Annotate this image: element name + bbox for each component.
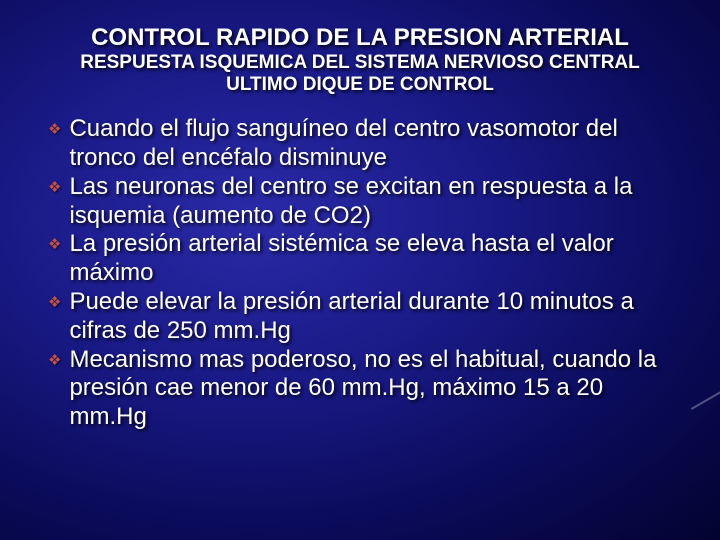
list-item: ❖ Cuando el flujo sanguíneo del centro v… <box>48 115 682 173</box>
bullet-list: ❖ Cuando el flujo sanguíneo del centro v… <box>38 115 682 432</box>
list-item: ❖ Mecanismo mas poderoso, no es el habit… <box>48 346 682 432</box>
list-item: ❖ Puede elevar la presión arterial duran… <box>48 288 682 346</box>
title-main: CONTROL RAPIDO DE LA PRESION ARTERIAL <box>38 24 682 52</box>
list-item: ❖ Las neuronas del centro se excitan en … <box>48 173 682 231</box>
list-item: ❖ La presión arterial sistémica se eleva… <box>48 230 682 288</box>
bullet-text: Cuando el flujo sanguíneo del centro vas… <box>69 115 682 173</box>
diamond-bullet-icon: ❖ <box>48 294 61 312</box>
diamond-bullet-icon: ❖ <box>48 121 61 139</box>
bullet-text: Mecanismo mas poderoso, no es el habitua… <box>69 346 682 432</box>
bullet-text: Puede elevar la presión arterial durante… <box>69 288 682 346</box>
title-sub-line1: RESPUESTA ISQUEMICA DEL SISTEMA NERVIOSO… <box>38 52 682 75</box>
bullet-text: Las neuronas del centro se excitan en re… <box>69 173 682 231</box>
slide: CONTROL RAPIDO DE LA PRESION ARTERIAL RE… <box>0 0 720 540</box>
diamond-bullet-icon: ❖ <box>48 352 61 370</box>
title-sub-line2: ULTIMO DIQUE DE CONTROL <box>38 74 682 97</box>
diamond-bullet-icon: ❖ <box>48 236 61 254</box>
bullet-text: La presión arterial sistémica se eleva h… <box>69 230 682 288</box>
diamond-bullet-icon: ❖ <box>48 179 61 197</box>
title-block: CONTROL RAPIDO DE LA PRESION ARTERIAL RE… <box>38 24 682 97</box>
